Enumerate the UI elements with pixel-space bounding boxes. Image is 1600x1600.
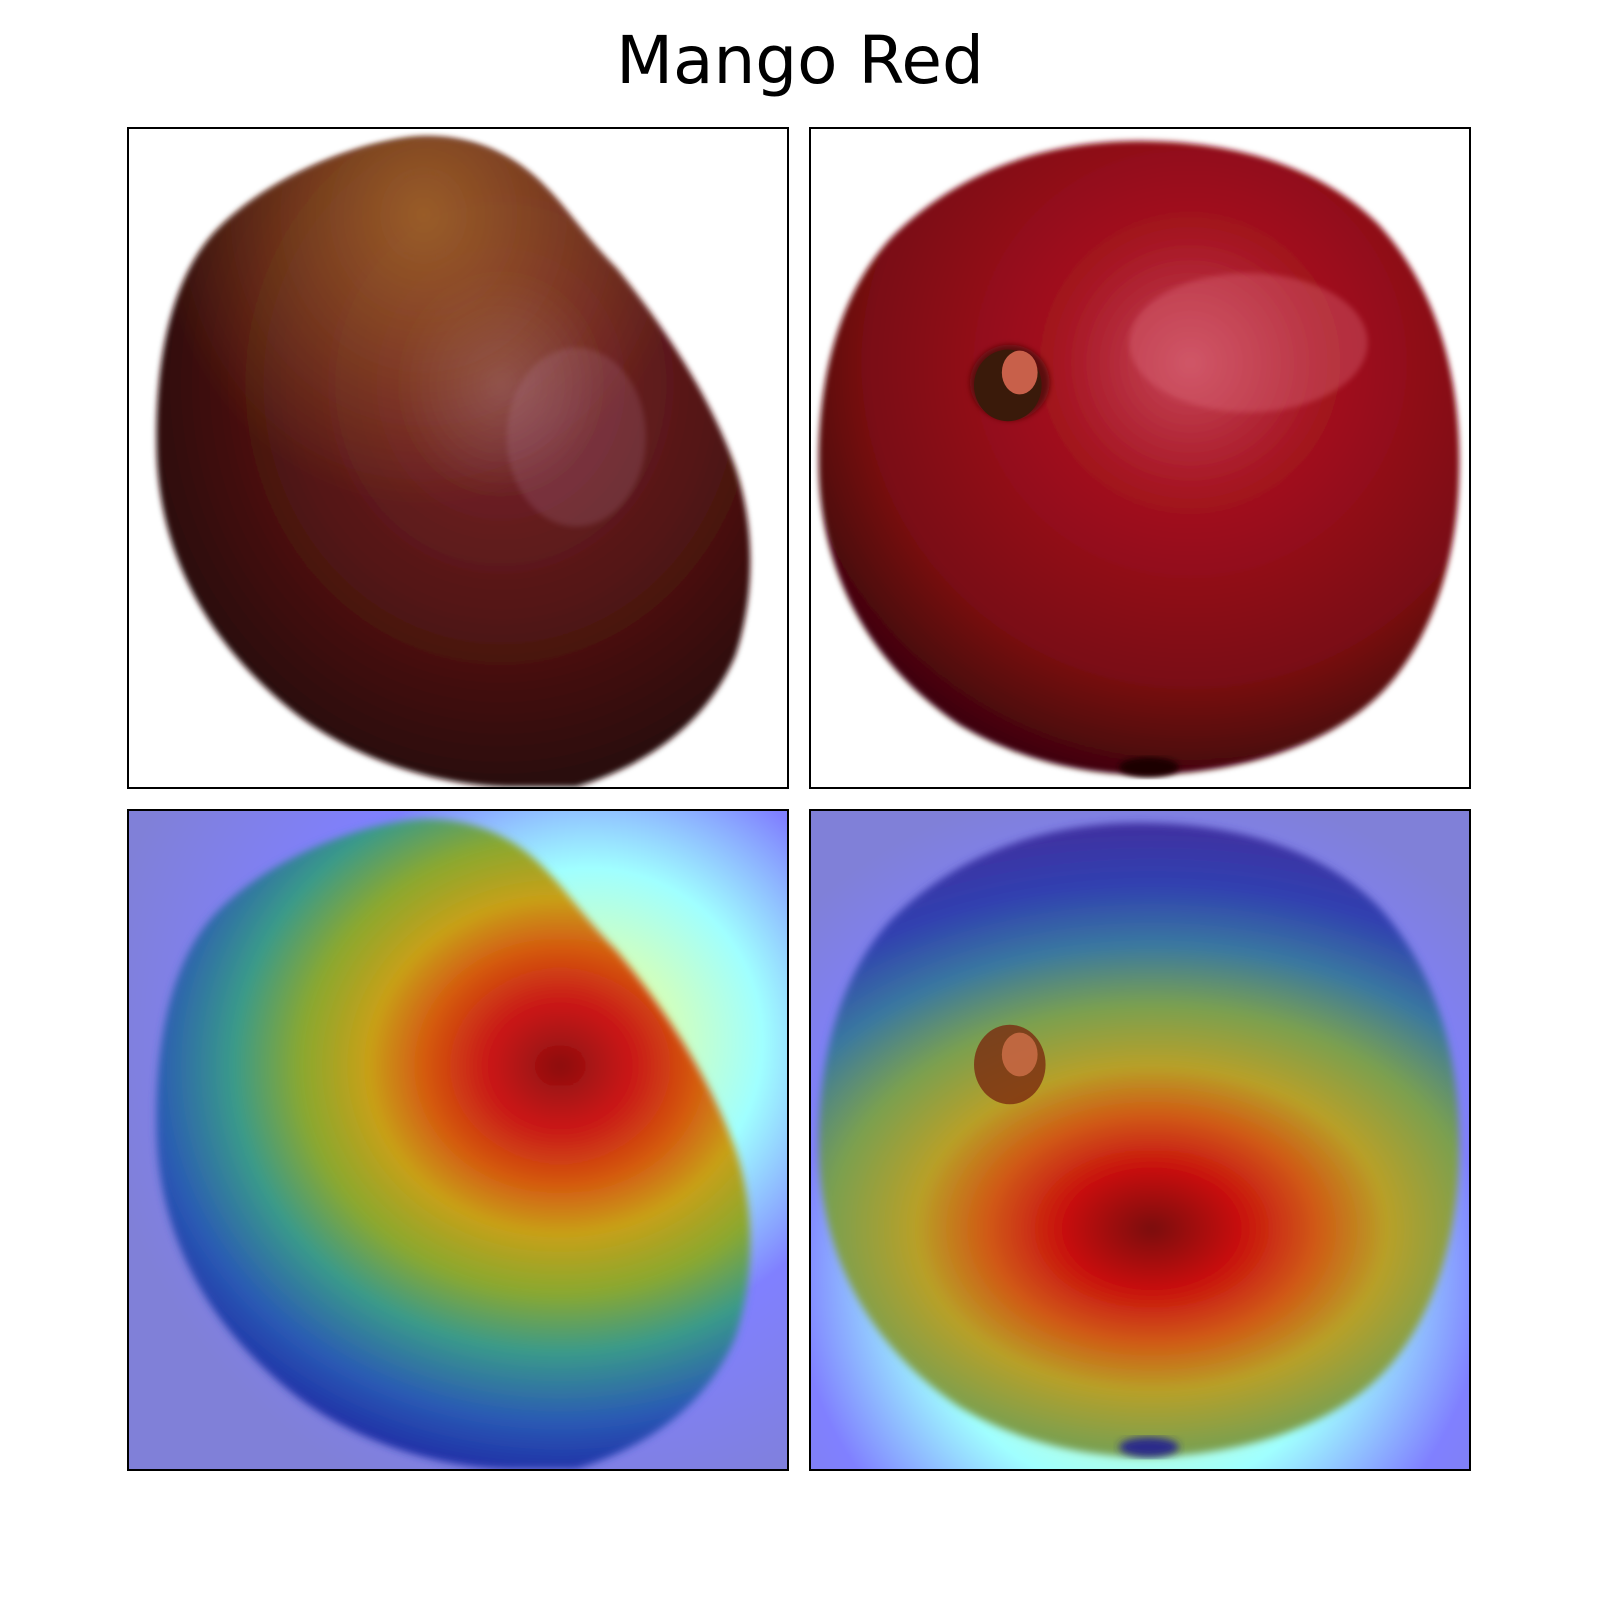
heatmap-panel-left: [127, 809, 789, 1471]
heatmap-panel-right: [809, 809, 1471, 1471]
heatmap-overlay-right: [811, 811, 1469, 1469]
mango-photo-right: [811, 129, 1469, 787]
mango-photo-left: [129, 129, 787, 787]
heatmap-overlay-left: [129, 811, 787, 1469]
photo-panel-right: [809, 127, 1471, 789]
photo-panel-left: [127, 127, 789, 789]
figure-title: Mango Red: [616, 22, 984, 99]
